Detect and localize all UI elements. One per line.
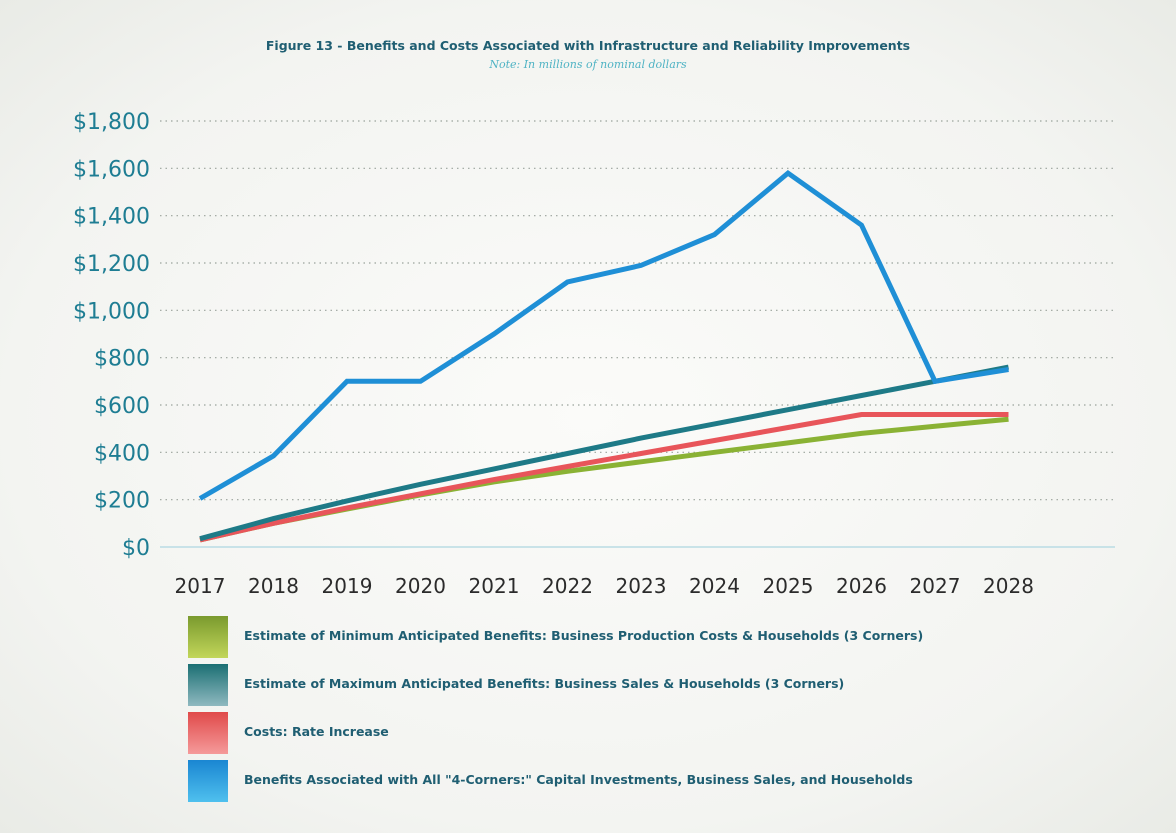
series-line-costs bbox=[199, 412, 1009, 543]
legend-swatch bbox=[188, 712, 228, 754]
x-tick-label: 2018 bbox=[248, 574, 299, 598]
legend-item-4-corners-benefits: Benefits Associated with All "4-Corners:… bbox=[188, 760, 1088, 808]
chart-legend: Estimate of Minimum Anticipated Benefits… bbox=[188, 616, 1088, 808]
x-tick-label: 2020 bbox=[395, 574, 446, 598]
chart-subtitle: Note: In millions of nominal dollars bbox=[489, 58, 687, 71]
y-tick-label: $800 bbox=[94, 347, 150, 372]
series-line-4-corners-benefits bbox=[198, 169, 1009, 501]
y-tick-label: $200 bbox=[94, 489, 150, 514]
x-tick-label: 2028 bbox=[983, 574, 1034, 598]
series-line-max-benefits bbox=[199, 364, 1009, 542]
y-tick-label: $600 bbox=[94, 394, 150, 419]
y-tick-label: $1,800 bbox=[73, 110, 150, 135]
y-tick-label: $1,600 bbox=[73, 157, 150, 182]
x-tick-label: 2025 bbox=[763, 574, 814, 598]
x-tick-label: 2023 bbox=[616, 574, 667, 598]
x-tick-label: 2021 bbox=[469, 574, 520, 598]
legend-label: Benefits Associated with All "4-Corners:… bbox=[244, 772, 913, 787]
y-tick-label: $1,000 bbox=[73, 299, 150, 324]
legend-item-costs: Costs: Rate Increase bbox=[188, 712, 1088, 760]
legend-label: Estimate of Minimum Anticipated Benefits… bbox=[244, 628, 924, 643]
legend-swatch bbox=[188, 616, 228, 658]
legend-item-max-benefits: Estimate of Maximum Anticipated Benefits… bbox=[188, 664, 1088, 712]
legend-swatch bbox=[188, 760, 228, 802]
legend-item-min-benefits: Estimate of Minimum Anticipated Benefits… bbox=[188, 616, 1088, 664]
x-tick-label: 2019 bbox=[322, 574, 373, 598]
y-tick-label: $1,400 bbox=[73, 205, 150, 230]
x-tick-label: 2022 bbox=[542, 574, 593, 598]
series-line-min-benefits bbox=[199, 416, 1009, 543]
y-tick-label: $400 bbox=[94, 441, 150, 466]
x-tick-label: 2026 bbox=[836, 574, 887, 598]
chart-title: Figure 13 - Benefits and Costs Associate… bbox=[265, 38, 911, 53]
legend-label: Costs: Rate Increase bbox=[244, 724, 389, 739]
legend-swatch bbox=[188, 664, 228, 706]
x-tick-label: 2017 bbox=[175, 574, 226, 598]
x-tick-label: 2024 bbox=[689, 574, 740, 598]
legend-label: Estimate of Maximum Anticipated Benefits… bbox=[244, 676, 845, 691]
x-tick-label: 2027 bbox=[910, 574, 961, 598]
y-tick-label: $0 bbox=[122, 536, 150, 561]
y-tick-label: $1,200 bbox=[73, 252, 150, 277]
